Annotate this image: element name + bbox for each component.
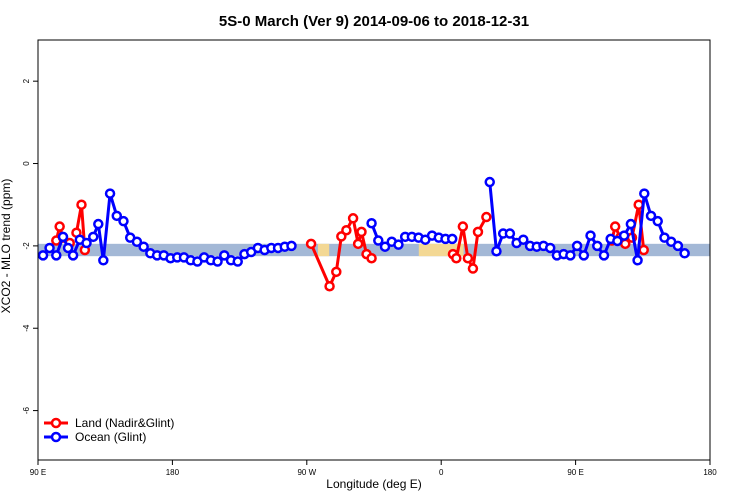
data-point-ocean [672, 240, 684, 252]
data-point-ocean [51, 250, 62, 261]
y-tick-label: 0 [22, 161, 31, 166]
data-point-ocean [585, 230, 596, 241]
legend: Land (Nadir&Glint) Ocean (Glint) [44, 416, 174, 444]
data-point-ocean [118, 215, 129, 227]
data-point-ocean [88, 231, 99, 243]
data-point-ocean [625, 218, 637, 230]
x-tick-label: 180 [703, 468, 717, 477]
series-ocean [37, 176, 690, 267]
data-point-ocean [81, 237, 92, 249]
y-tick-label: -2 [22, 242, 31, 250]
data-point-ocean [286, 240, 297, 252]
x-axis-label: Longitude (deg E) [326, 477, 421, 491]
data-point-ocean [592, 240, 603, 252]
x-tick-label: 90 E [30, 468, 46, 477]
data-point-ocean [62, 242, 74, 254]
data-point-ocean [67, 250, 79, 261]
data-point-ocean [131, 236, 143, 248]
data-point-land [638, 244, 649, 256]
x-tick-label: 90 E [567, 468, 583, 477]
data-point-ocean [373, 235, 384, 246]
data-point-land [341, 224, 352, 236]
data-point-land [347, 213, 359, 224]
data-point-land [352, 238, 364, 250]
data-point-land [481, 211, 492, 223]
y-tick-label: -6 [22, 406, 31, 414]
x-tick-label: 180 [166, 468, 180, 477]
data-point-ocean [645, 210, 657, 222]
data-point-land [305, 238, 317, 250]
data-point-ocean [37, 250, 49, 261]
legend-land-label: Land (Nadir&Glint) [75, 416, 174, 430]
data-point-ocean [138, 241, 149, 252]
band-1 [318, 243, 330, 257]
data-point-ocean [366, 217, 377, 229]
data-point-land [467, 263, 479, 274]
data-point-ocean [652, 215, 663, 227]
data-point-ocean [44, 242, 55, 254]
x-tick-label: 0 [439, 468, 444, 477]
data-point-land [457, 221, 469, 232]
data-point-ocean [632, 255, 643, 266]
data-point-ocean [612, 235, 623, 247]
data-point-ocean [98, 255, 109, 266]
data-point-ocean [578, 250, 590, 261]
data-point-land [366, 252, 377, 264]
data-point-ocean [571, 240, 583, 252]
data-point-land [54, 221, 65, 232]
x-axis: 90 E 180 90 W 0 90 E 180 [30, 460, 717, 477]
data-point-ocean [518, 234, 529, 245]
data-point-ocean [639, 188, 650, 199]
y-axis-label: XCO2 - MLO trend (ppm) [0, 179, 13, 314]
data-point-ocean [93, 218, 104, 230]
legend-land-marker [50, 417, 62, 429]
y-tick-label: 2 [22, 78, 31, 83]
data-point-land [451, 252, 462, 264]
data-point-ocean [212, 256, 223, 267]
data-point-ocean [232, 256, 243, 267]
data-point-ocean [393, 239, 404, 250]
legend-ocean-marker [50, 431, 62, 443]
series-land-line-2 [309, 216, 373, 288]
data-point-ocean [618, 230, 630, 241]
data-point-ocean [565, 250, 576, 261]
data-point-ocean [491, 245, 502, 257]
data-point-land [356, 226, 367, 238]
data-point-ocean [484, 176, 495, 188]
series-layer [37, 176, 690, 292]
data-point-ocean [598, 250, 610, 261]
data-point-ocean [219, 250, 230, 261]
data-point-ocean [111, 210, 123, 222]
data-point-land [472, 226, 484, 238]
data-point-land [462, 252, 474, 264]
chart-title: 5S-0 March (Ver 9) 2014-09-06 to 2018-12… [219, 13, 529, 30]
x-tick-label: 90 W [297, 468, 316, 477]
data-point-ocean [544, 242, 556, 254]
data-point-land [324, 280, 335, 292]
legend-ocean-label: Ocean (Glint) [75, 430, 146, 444]
data-point-ocean [57, 231, 69, 243]
data-point-ocean [679, 248, 690, 259]
data-point-land [76, 199, 87, 210]
data-point-ocean [104, 188, 116, 199]
data-point-ocean [504, 228, 516, 239]
plot-frame [37, 39, 711, 461]
data-point-land [331, 266, 342, 278]
y-axis: 2 0 -2 -4 -6 [22, 78, 38, 414]
data-point-ocean [446, 233, 458, 245]
data-point-land [609, 221, 621, 232]
y-tick-label: -4 [22, 324, 31, 332]
data-point-ocean [379, 241, 391, 252]
